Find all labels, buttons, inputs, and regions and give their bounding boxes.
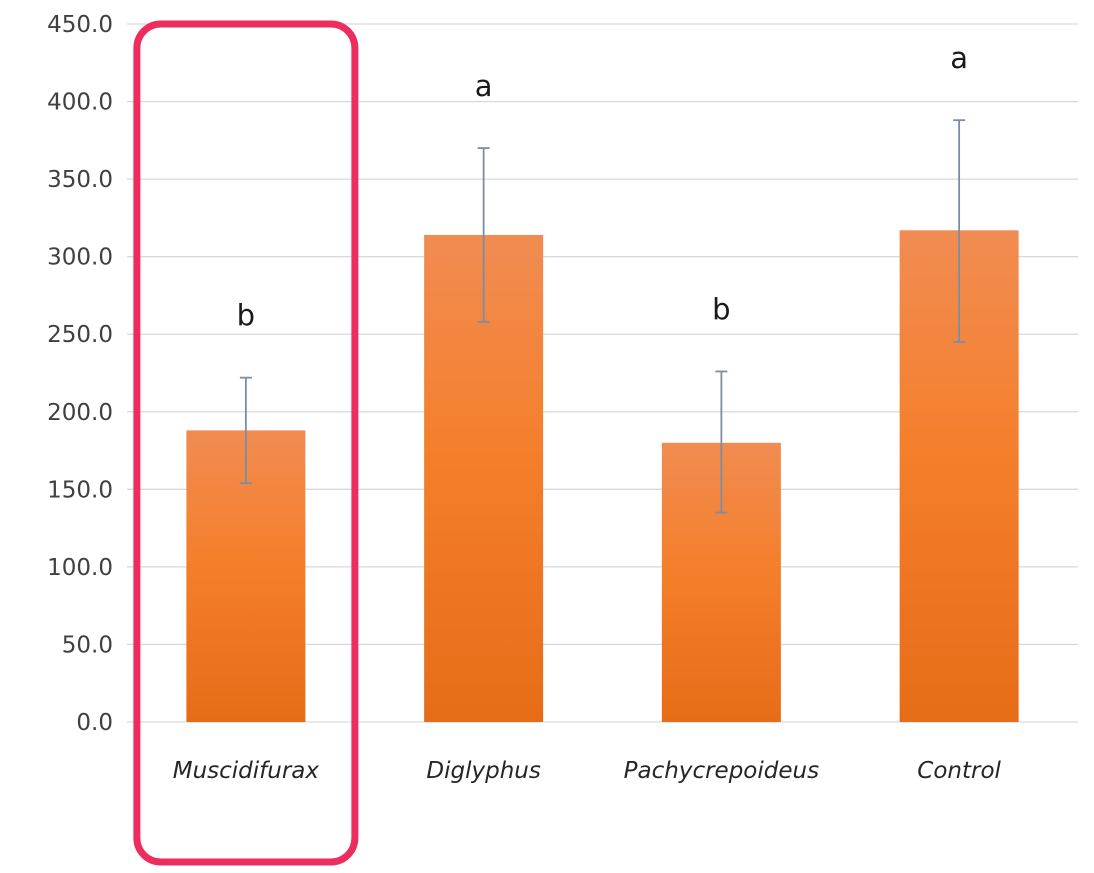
error-bar (477, 147, 490, 323)
y-tick-label: 350.0 (47, 167, 113, 193)
y-tick-label: 100.0 (47, 555, 113, 581)
x-axis-categories: Muscidifurax Diglyphus Pachycrepoideus Cont… (173, 758, 1002, 784)
significance-letter: b (712, 292, 730, 326)
y-tick-label: 400.0 (47, 90, 113, 116)
highlight-box (133, 20, 359, 866)
significance-letter: b (237, 299, 255, 333)
y-tick-label: 450.0 (47, 12, 113, 38)
y-tick-label: 250.0 (47, 322, 113, 348)
significance-letter: a (475, 69, 493, 103)
y-axis-ticks: 0.0 50.0 100.0 150.0 200.0 250.0 300.0 350.0 400… (47, 12, 113, 736)
x-category-label: Pachycrepoideus (624, 758, 819, 784)
error-bar (953, 119, 966, 343)
error-bars (239, 119, 966, 514)
error-bar (715, 370, 728, 514)
highlight-box-layer (133, 20, 359, 866)
y-tick-label: 150.0 (47, 477, 113, 503)
error-bar (239, 376, 252, 485)
y-tick-label: 0.0 (76, 710, 113, 736)
significance-letters: b a b a (237, 41, 968, 332)
significance-letter: a (950, 41, 968, 75)
x-category-label: Muscidifurax (173, 758, 320, 784)
bars (186, 230, 1019, 722)
x-category-label: Diglyphus (426, 758, 540, 784)
x-category-label: Control (917, 758, 1001, 784)
y-tick-label: 300.0 (47, 245, 113, 271)
y-tick-label: 50.0 (62, 632, 113, 658)
y-tick-label: 200.0 (47, 400, 113, 426)
